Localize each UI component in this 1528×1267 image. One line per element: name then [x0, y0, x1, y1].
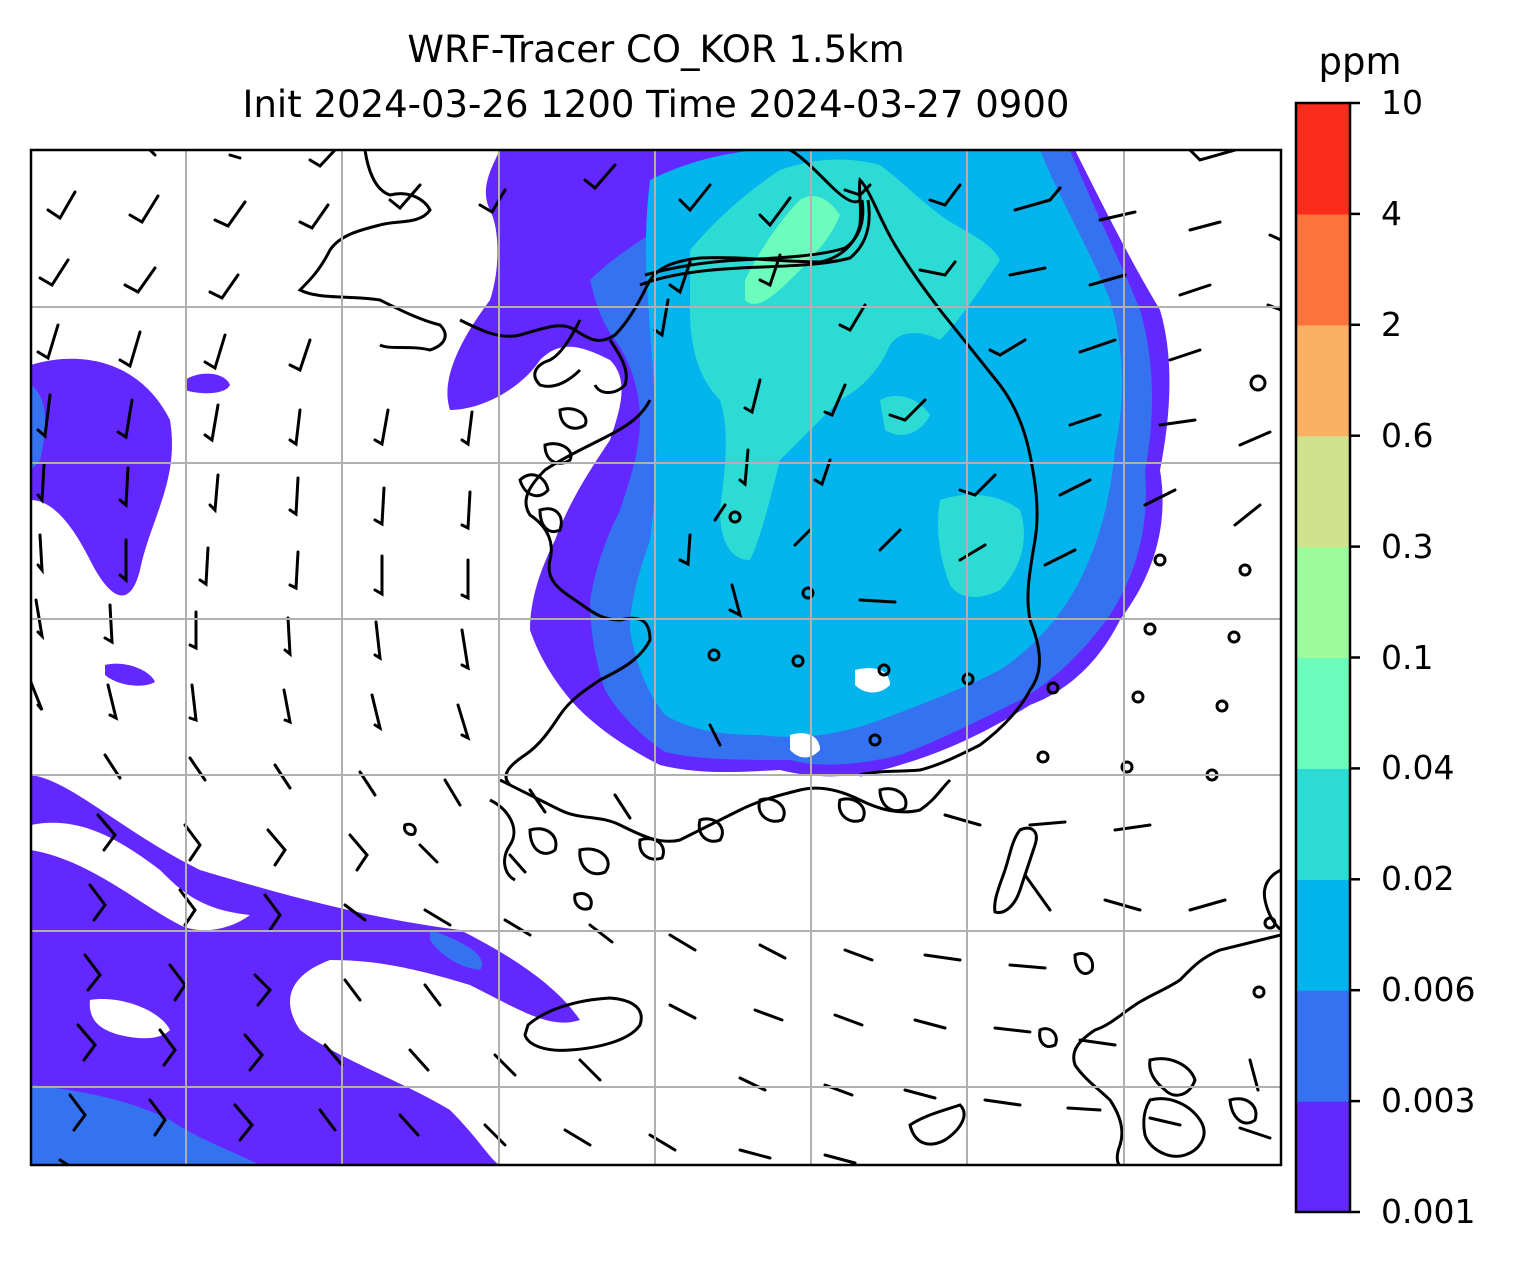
wind-barbs — [31, 150, 1281, 1165]
colorbar-swatch — [1296, 768, 1350, 880]
colorbar — [1294, 101, 1360, 1214]
colorbar-swatch — [1296, 103, 1350, 215]
colorbar-swatch — [1296, 990, 1350, 1102]
colorbar-tick-label: 10 — [1381, 83, 1423, 122]
colorbar-swatch — [1296, 657, 1350, 769]
colorbar-tick-label: 0.006 — [1381, 970, 1476, 1010]
gridlines — [31, 150, 1281, 1165]
colorbar-tick-label: 4 — [1381, 193, 1402, 233]
colorbar-tick-label: 0.6 — [1381, 415, 1434, 455]
colorbar-tick-label: 0.001 — [1381, 1192, 1476, 1231]
map-frame — [29, 148, 1283, 1167]
colorbar-tick-label: 0.02 — [1381, 859, 1455, 899]
colorbar-swatch — [1296, 435, 1350, 548]
colorbar-tick-label: 0.1 — [1381, 637, 1434, 677]
colorbar-unit-label: ppm — [1318, 40, 1402, 83]
colorbar-swatch — [1296, 879, 1350, 991]
map-plot-area — [31, 150, 1281, 1165]
map-title: WRF-Tracer CO_KOR 1.5km — [407, 28, 905, 71]
colorbar-tick-label: 0.04 — [1381, 748, 1455, 788]
colorbar-tick-label: 0.3 — [1381, 526, 1434, 566]
colorbar-tick-label: 2 — [1381, 304, 1402, 344]
colorbar-swatch — [1296, 213, 1350, 326]
colorbar-swatch — [1296, 546, 1350, 659]
colorbar-tick-label: 0.003 — [1381, 1081, 1476, 1121]
coastlines — [297, 150, 1281, 1165]
colorbar-swatch — [1296, 324, 1350, 437]
colorbar-swatch — [1296, 1101, 1350, 1213]
map-subtitle: Init 2024-03-26 1200 Time 2024-03-27 090… — [242, 83, 1070, 126]
